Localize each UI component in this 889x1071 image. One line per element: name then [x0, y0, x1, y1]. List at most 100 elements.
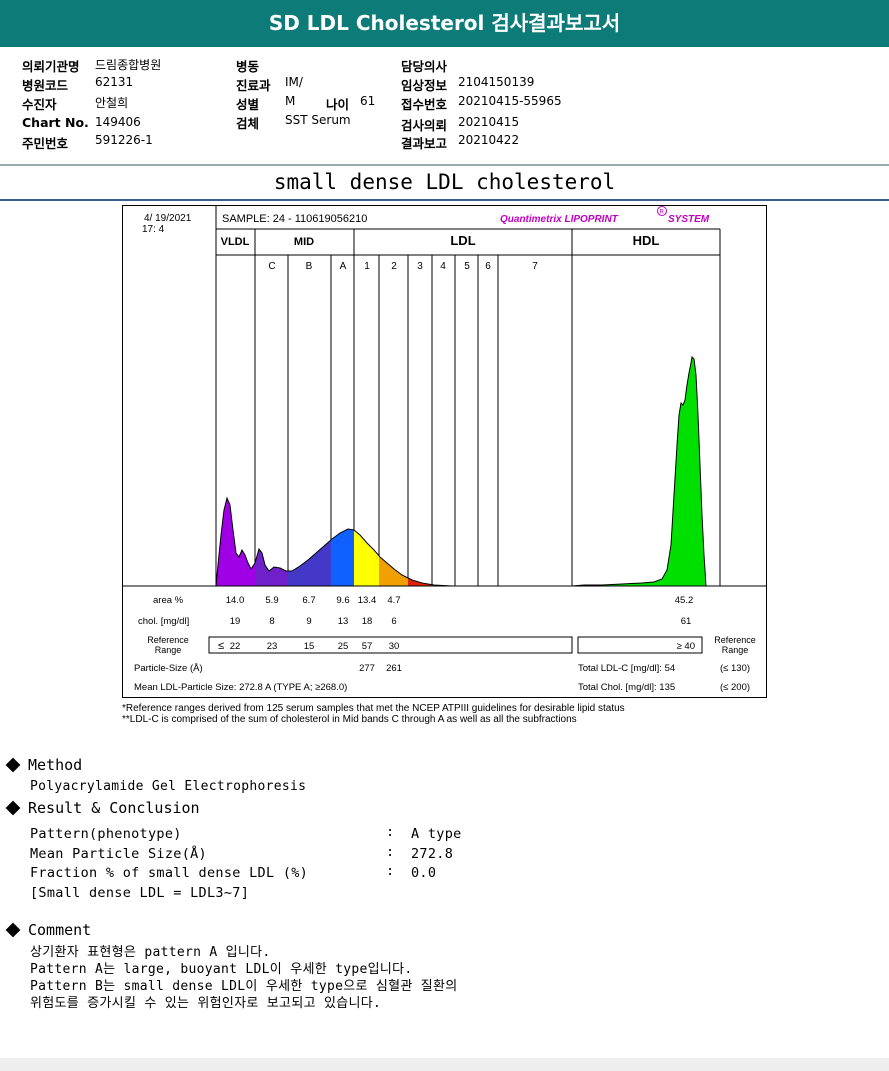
ref-value: 23 — [267, 641, 278, 652]
note-line: *Reference ranges derived from 125 serum… — [122, 703, 625, 714]
area-value: 4.7 — [387, 595, 400, 606]
result-pattern-label: Pattern(phenotype) — [30, 826, 182, 842]
result-heading: Result & Conclusion — [5, 799, 200, 817]
chart-frame — [122, 205, 767, 698]
chart-sample: SAMPLE: 24 - 110619056210 — [222, 213, 367, 225]
trace-line — [215, 355, 707, 587]
ref-label: Reference — [147, 635, 189, 645]
ref-value: 25 — [338, 641, 349, 652]
comment-line: Pattern A는 large, buoyant LDL이 우세한 type입… — [30, 962, 413, 977]
chol-value: 6 — [391, 616, 396, 627]
total-chol-label: Total Chol. [mg/dl]: 135 — [578, 682, 675, 693]
band-label: C — [268, 261, 275, 272]
lipoprint-chart: 4/ 19/2021 17: 4 SAMPLE: 24 - 1106190562… — [122, 205, 767, 698]
info-department: 진료과 IM/ — [236, 75, 303, 93]
info-clinical: 임상정보 2104150139 — [401, 75, 535, 93]
chol-value: 18 — [362, 616, 373, 627]
group-hdl: HDL — [633, 233, 660, 248]
band-label: 5 — [464, 261, 470, 272]
chol-value: 8 — [269, 616, 274, 627]
hdl-area-value: 45.2 — [675, 595, 694, 606]
group-mid: MID — [294, 236, 314, 248]
band-label: 4 — [440, 261, 446, 272]
band-label: 7 — [532, 261, 538, 272]
info-report-date: 결과보고 20210422 — [401, 133, 520, 151]
diamond-bullet-icon — [5, 757, 21, 773]
result-fraction-value: 0.0 — [411, 865, 437, 881]
band-label: 6 — [485, 261, 491, 272]
ref-right-label: Reference — [714, 635, 756, 645]
info-patient: 수진자 안철희 — [22, 96, 129, 112]
band-label: B — [306, 261, 313, 272]
area-value: 5.9 — [265, 595, 278, 606]
ref-value: 30 — [389, 641, 400, 652]
chol-value: 19 — [230, 616, 241, 627]
registered-mark: R — [660, 210, 665, 216]
total-ldl-ref: (≤ 130) — [720, 663, 750, 674]
total-chol-ref: (≤ 200) — [720, 682, 750, 693]
band-label: 1 — [364, 261, 370, 272]
result-size-label: Mean Particle Size(Å) — [30, 846, 207, 862]
row-area-label: area % — [153, 595, 184, 606]
ref-value: 57 — [362, 641, 373, 652]
result-colon: : — [386, 844, 395, 860]
chart-time: 17: 4 — [142, 224, 165, 235]
comment-line: 상기환자 표현형은 pattern A 입니다. — [30, 945, 271, 960]
area-value: 9.6 — [336, 595, 349, 606]
area-value: 13.4 — [358, 595, 377, 606]
hdl-ref-value: ≥ 40 — [677, 641, 695, 652]
area-value: 6.7 — [302, 595, 315, 606]
diamond-bullet-icon — [5, 922, 21, 938]
info-ward: 병동 — [236, 59, 260, 74]
result-note: [Small dense LDL = LDL3~7] — [30, 885, 250, 901]
info-specimen: 검체 SST Serum — [236, 113, 351, 131]
info-hospital: 의뢰기관명 드림종합병원 — [22, 58, 162, 74]
info-resident-no: 주민번호 591226-1 — [22, 133, 153, 151]
particle-size-label: Particle-Size (Å) — [134, 663, 203, 674]
particle-size-value: 277 — [359, 663, 375, 674]
chol-value: 13 — [338, 616, 349, 627]
chol-value: 9 — [306, 616, 311, 627]
total-ldl-label: Total LDL-C [mg/dl]: 54 — [578, 663, 675, 674]
result-fraction-label: Fraction % of small dense LDL (%) — [30, 865, 309, 881]
page-footer — [0, 1058, 889, 1071]
info-receipt-no: 접수번호 20210415-55965 — [401, 94, 562, 112]
note-line: **LDL-C is comprised of the sum of chole… — [122, 714, 577, 725]
area-value: 14.0 — [226, 595, 245, 606]
particle-size-value: 261 — [386, 663, 402, 674]
comment-heading: Comment — [5, 921, 91, 939]
ref-le-symbol: ≤ — [218, 640, 224, 652]
info-age: 나이 61 — [326, 94, 376, 112]
method-heading: Method — [5, 756, 82, 774]
band-label: 3 — [417, 261, 423, 272]
ref-value: 22 — [230, 641, 241, 652]
info-request-date: 검사의뢰 20210415 — [401, 115, 520, 133]
ref-box-hdl — [577, 636, 703, 654]
mean-ldl-size: Mean LDL-Particle Size: 272.8 A (TYPE A;… — [134, 682, 347, 693]
info-sex: 성별 M — [236, 94, 296, 112]
band-label: A — [340, 261, 347, 272]
comment-line: 위험도를 증가시킬 수 있는 위험인자로 보고되고 있습니다. — [30, 996, 382, 1011]
result-colon: : — [386, 824, 395, 840]
hdl-chol-value: 61 — [681, 616, 692, 627]
comment-line: Pattern B는 small dense LDL이 우세한 type으로 심… — [30, 979, 458, 994]
ref-right-label: Range — [722, 645, 749, 655]
info-chart-no: Chart No. 149406 — [22, 115, 141, 130]
method-text: Polyacrylamide Gel Electrophoresis — [30, 779, 307, 794]
group-ldl: LDL — [450, 233, 475, 248]
chart-brand: Quantimetrix LIPOPRINT — [500, 214, 619, 225]
registered-icon — [657, 206, 667, 216]
group-vldl: VLDL — [221, 236, 250, 248]
chart-date: 4/ 19/2021 — [144, 213, 192, 224]
divider — [0, 199, 889, 201]
report-title: SD LDL Cholesterol 검사결과보고서 — [0, 0, 889, 47]
divider — [0, 164, 889, 166]
diamond-bullet-icon — [5, 800, 21, 816]
row-chol-label: chol. [mg/dl] — [138, 616, 189, 627]
result-colon: : — [386, 863, 395, 879]
result-pattern-value: A type — [411, 826, 462, 842]
band-label: 2 — [391, 261, 397, 272]
result-size-value: 272.8 — [411, 846, 454, 862]
ref-box-ldl — [208, 636, 573, 654]
info-hospital-code: 병원코드 62131 — [22, 75, 134, 93]
